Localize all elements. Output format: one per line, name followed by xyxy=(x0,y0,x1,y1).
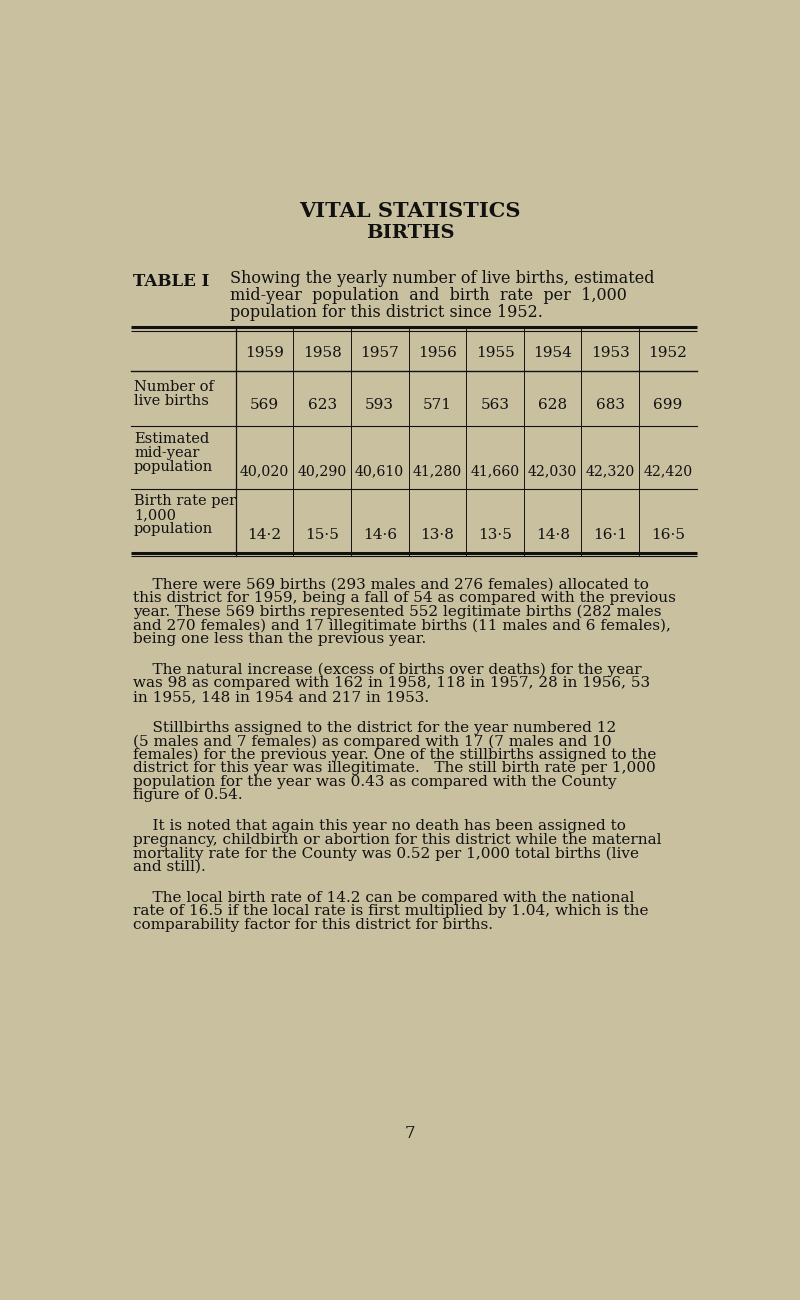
Text: 563: 563 xyxy=(481,398,510,412)
Text: 7: 7 xyxy=(405,1126,415,1143)
Text: VITAL STATISTICS: VITAL STATISTICS xyxy=(299,202,521,221)
Text: 699: 699 xyxy=(654,398,682,412)
Text: mid-year: mid-year xyxy=(134,446,199,460)
Text: Stillbirths assigned to the district for the year numbered 12: Stillbirths assigned to the district for… xyxy=(133,720,616,734)
Text: 593: 593 xyxy=(366,398,394,412)
Text: comparability factor for this district for births.: comparability factor for this district f… xyxy=(133,918,493,932)
Text: population for this district since 1952.: population for this district since 1952. xyxy=(230,304,543,321)
Text: figure of 0.54.: figure of 0.54. xyxy=(133,788,242,802)
Text: females) for the previous year. One of the stillbirths assigned to the: females) for the previous year. One of t… xyxy=(133,747,656,762)
Text: There were 569 births (293 males and 276 females) allocated to: There were 569 births (293 males and 276… xyxy=(133,578,649,592)
Text: 1955: 1955 xyxy=(476,346,514,360)
Text: 569: 569 xyxy=(250,398,279,412)
Text: year. These 569 births represented 552 legitimate births (282 males: year. These 569 births represented 552 l… xyxy=(133,604,661,619)
Text: 40,610: 40,610 xyxy=(355,464,404,478)
Text: BIRTHS: BIRTHS xyxy=(366,224,454,242)
Text: this district for 1959, being a fall of 54 as compared with the previous: this district for 1959, being a fall of … xyxy=(133,592,675,606)
Text: 1957: 1957 xyxy=(360,346,399,360)
Text: 42,420: 42,420 xyxy=(643,464,693,478)
Text: 42,030: 42,030 xyxy=(528,464,578,478)
Text: 15·5: 15·5 xyxy=(305,528,339,542)
Text: TABLE I: TABLE I xyxy=(133,273,209,290)
Text: Number of: Number of xyxy=(134,380,214,394)
Text: 40,020: 40,020 xyxy=(240,464,289,478)
Text: population: population xyxy=(134,460,214,474)
Text: (5 males and 7 females) as compared with 17 (7 males and 10: (5 males and 7 females) as compared with… xyxy=(133,734,611,749)
Text: Birth rate per: Birth rate per xyxy=(134,494,236,508)
Text: was 98 as compared with 162 in 1958, 118 in 1957, 28 in 1956, 53: was 98 as compared with 162 in 1958, 118… xyxy=(133,676,650,690)
Text: 1954: 1954 xyxy=(534,346,572,360)
Text: 571: 571 xyxy=(423,398,452,412)
Text: mortality rate for the County was 0.52 per 1,000 total births (live: mortality rate for the County was 0.52 p… xyxy=(133,846,638,861)
Text: 14·8: 14·8 xyxy=(536,528,570,542)
Text: Showing the yearly number of live births, estimated: Showing the yearly number of live births… xyxy=(230,270,654,287)
Text: 16·1: 16·1 xyxy=(594,528,627,542)
Text: rate of 16.5 if the local rate is first multiplied by 1.04, which is the: rate of 16.5 if the local rate is first … xyxy=(133,903,648,918)
Text: 41,280: 41,280 xyxy=(413,464,462,478)
Text: 40,290: 40,290 xyxy=(298,464,346,478)
Text: 1,000: 1,000 xyxy=(134,508,176,521)
Text: Estimated: Estimated xyxy=(134,433,210,446)
Text: pregnancy, childbirth or abortion for this district while the maternal: pregnancy, childbirth or abortion for th… xyxy=(133,832,661,846)
Text: 1958: 1958 xyxy=(302,346,342,360)
Text: 41,660: 41,660 xyxy=(470,464,520,478)
Text: 628: 628 xyxy=(538,398,567,412)
Text: 42,320: 42,320 xyxy=(586,464,635,478)
Text: 14·6: 14·6 xyxy=(362,528,397,542)
Text: 623: 623 xyxy=(307,398,337,412)
Text: 1953: 1953 xyxy=(591,346,630,360)
Text: mid-year  population  and  birth  rate  per  1,000: mid-year population and birth rate per 1… xyxy=(230,287,627,304)
Text: 16·5: 16·5 xyxy=(651,528,685,542)
Text: 13·8: 13·8 xyxy=(421,528,454,542)
Text: live births: live births xyxy=(134,394,209,408)
Text: in 1955, 148 in 1954 and 217 in 1953.: in 1955, 148 in 1954 and 217 in 1953. xyxy=(133,690,429,703)
Text: 1959: 1959 xyxy=(245,346,284,360)
Text: and 270 females) and 17 illegitimate births (11 males and 6 females),: and 270 females) and 17 illegitimate bir… xyxy=(133,619,670,633)
Text: The natural increase (excess of births over deaths) for the year: The natural increase (excess of births o… xyxy=(133,663,641,677)
Text: 1952: 1952 xyxy=(649,346,687,360)
Text: and still).: and still). xyxy=(133,859,206,874)
Text: 14·2: 14·2 xyxy=(247,528,282,542)
Text: 1956: 1956 xyxy=(418,346,457,360)
Text: being one less than the previous year.: being one less than the previous year. xyxy=(133,632,426,646)
Text: 683: 683 xyxy=(596,398,625,412)
Text: population for the year was 0.43 as compared with the County: population for the year was 0.43 as comp… xyxy=(133,775,616,789)
Text: It is noted that again this year no death has been assigned to: It is noted that again this year no deat… xyxy=(133,819,626,833)
Text: 13·5: 13·5 xyxy=(478,528,512,542)
Text: The local birth rate of 14.2 can be compared with the national: The local birth rate of 14.2 can be comp… xyxy=(133,891,634,905)
Text: population: population xyxy=(134,521,214,536)
Text: district for this year was illegitimate.   The still birth rate per 1,000: district for this year was illegitimate.… xyxy=(133,762,655,775)
